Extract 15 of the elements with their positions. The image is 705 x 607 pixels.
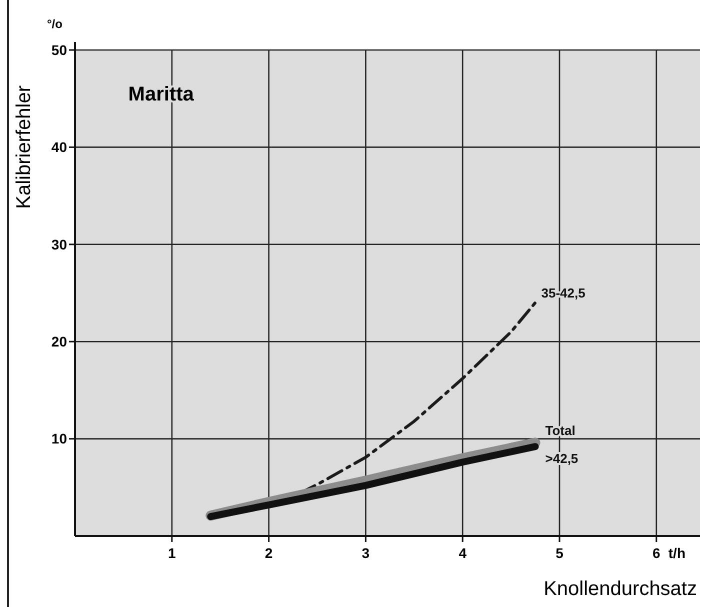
- x-tick-label: 1: [168, 545, 176, 561]
- x-tick-label: 2: [264, 545, 273, 561]
- y-axis-title: Kalibrierfehler: [13, 85, 35, 209]
- text: °/o: [47, 17, 62, 31]
- y-tick-label: 10: [51, 430, 68, 447]
- x-axis-title: Knollendurchsatz: [544, 578, 697, 600]
- y-tick-label: 40: [51, 139, 68, 156]
- y-tick-label: 20: [51, 334, 68, 350]
- x-tick-label: 5: [556, 545, 564, 561]
- x-tick-label: 6: [652, 545, 660, 561]
- y-tick-label: 30: [51, 236, 68, 252]
- x-tick-label: 3: [362, 545, 370, 561]
- x-tick-label: 4: [458, 545, 467, 561]
- y-tick-label: 50: [51, 42, 68, 58]
- text: t/h: [668, 545, 686, 561]
